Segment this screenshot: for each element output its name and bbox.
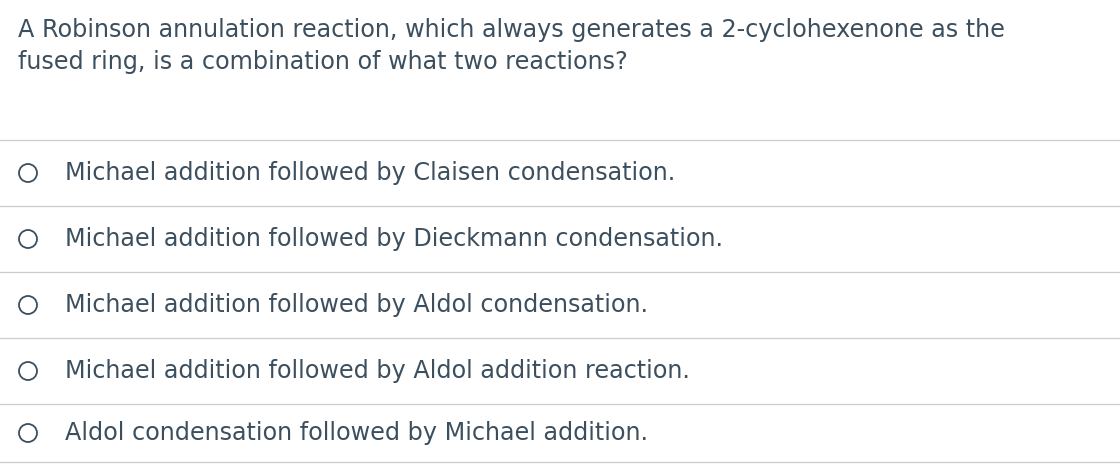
Text: A Robinson annulation reaction, which always generates a 2-cyclohexenone as the: A Robinson annulation reaction, which al… <box>18 18 1005 42</box>
Text: fused ring, is a combination of what two reactions?: fused ring, is a combination of what two… <box>18 50 627 74</box>
Text: Michael addition followed by Dieckmann condensation.: Michael addition followed by Dieckmann c… <box>65 227 724 251</box>
Text: Aldol condensation followed by Michael addition.: Aldol condensation followed by Michael a… <box>65 421 648 445</box>
Text: Michael addition followed by Aldol addition reaction.: Michael addition followed by Aldol addit… <box>65 359 690 383</box>
Text: Michael addition followed by Aldol condensation.: Michael addition followed by Aldol conde… <box>65 293 648 317</box>
Text: Michael addition followed by Claisen condensation.: Michael addition followed by Claisen con… <box>65 161 675 185</box>
